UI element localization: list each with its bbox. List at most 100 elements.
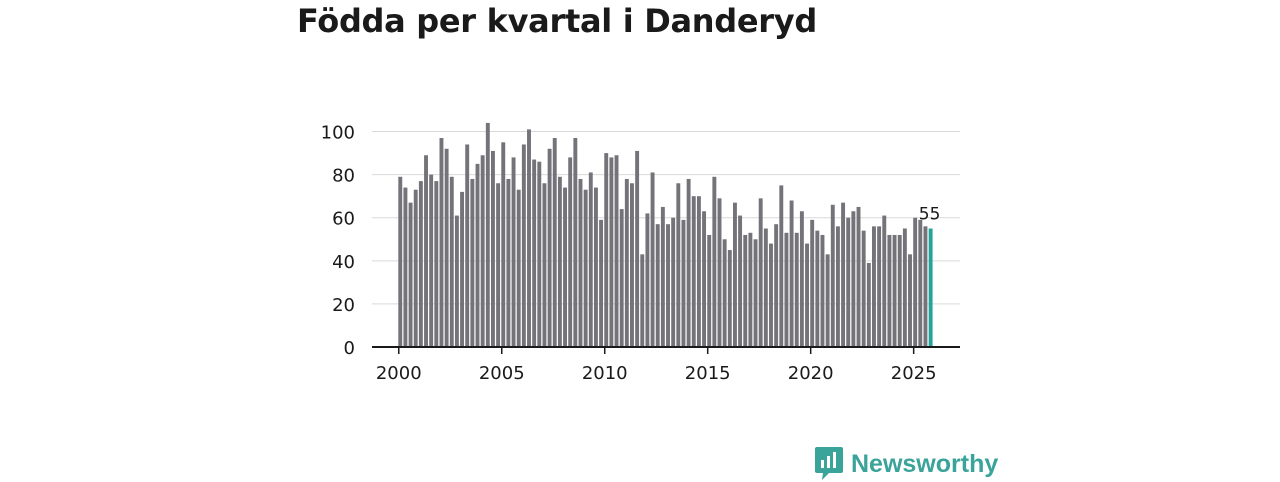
chart-title: Födda per kvartal i Danderyd [297, 2, 817, 40]
bar [537, 161, 542, 347]
annotations: 55 [919, 205, 941, 225]
bar [774, 224, 779, 347]
bar [666, 224, 670, 347]
bar [552, 138, 557, 347]
bar [624, 178, 629, 347]
bar [732, 202, 737, 347]
bar [753, 239, 758, 347]
bar [563, 187, 567, 347]
brand-name: Newsworthy [851, 449, 999, 478]
bar [769, 243, 773, 347]
x-tick-label: 2005 [479, 363, 525, 384]
bar [418, 181, 423, 347]
bar [738, 215, 743, 347]
bar [908, 254, 912, 347]
bar [681, 219, 686, 347]
bar [506, 178, 511, 347]
bar [593, 187, 598, 347]
bar [696, 196, 701, 347]
bar [630, 183, 634, 347]
bar [480, 155, 485, 347]
bar [604, 153, 609, 347]
bar [609, 157, 614, 347]
bar [877, 226, 882, 347]
bar [485, 122, 490, 347]
bar [846, 217, 851, 347]
bar [403, 187, 408, 347]
bar [578, 178, 583, 347]
bar [913, 217, 918, 347]
bar [429, 174, 434, 347]
bar [820, 234, 825, 347]
bar [712, 176, 717, 347]
newsworthy-icon [815, 447, 843, 480]
bar [588, 172, 593, 347]
bar [841, 202, 846, 347]
bar [470, 178, 475, 347]
bar [866, 262, 871, 347]
y-tick-label: 60 [332, 209, 355, 230]
bars [398, 122, 933, 347]
bar [727, 250, 732, 347]
y-tick-label: 40 [332, 252, 355, 273]
bar [635, 150, 640, 347]
bar [892, 234, 897, 347]
newsworthy-logo[interactable]: Newsworthy [815, 446, 998, 482]
bar [511, 157, 516, 347]
y-tick-label: 20 [332, 295, 355, 316]
bar [640, 254, 645, 347]
bar [810, 219, 815, 347]
bar [882, 215, 887, 347]
bar [830, 204, 835, 347]
bar [707, 234, 712, 347]
x-tick-label: 2025 [891, 363, 937, 384]
bar [496, 183, 501, 347]
y-tick-label: 80 [332, 166, 355, 187]
bar [691, 196, 696, 347]
bar [501, 142, 506, 347]
bar [825, 254, 830, 347]
bar [557, 176, 562, 347]
latest-value-label: 55 [919, 205, 941, 225]
y-axis-ticks: 0 20 40 60 80 100 [321, 123, 355, 359]
bar [784, 232, 789, 347]
x-tick-label: 2020 [788, 363, 834, 384]
bar [542, 183, 547, 347]
bar [851, 211, 856, 347]
bar [413, 189, 418, 347]
bar [671, 217, 676, 347]
bar [702, 211, 707, 347]
bar [686, 178, 691, 347]
bar [465, 144, 470, 347]
bar [527, 129, 531, 347]
bar [655, 224, 660, 347]
bar [475, 163, 480, 347]
bar [434, 181, 439, 347]
bar [460, 191, 465, 347]
bar [583, 189, 588, 347]
bar [722, 239, 727, 347]
x-tick-label: 2000 [376, 363, 422, 384]
bar [573, 138, 578, 347]
bar [856, 206, 861, 347]
bar [516, 189, 521, 347]
y-tick-label: 100 [321, 123, 355, 144]
x-tick-label: 2015 [685, 363, 731, 384]
y-tick-label: 0 [344, 338, 355, 359]
bar [439, 138, 444, 347]
bar [568, 157, 573, 347]
bar [645, 213, 650, 347]
bar [789, 200, 794, 347]
bar [717, 198, 722, 347]
bar [799, 211, 804, 347]
bar [444, 148, 449, 347]
bar [887, 234, 892, 347]
bar [521, 144, 526, 347]
bar [650, 172, 655, 347]
bar [676, 183, 681, 347]
x-axis-ticks: 2000 2005 2010 2015 2020 2025 [372, 346, 960, 384]
bar [660, 206, 665, 347]
bar [923, 226, 928, 347]
bar [918, 219, 923, 347]
